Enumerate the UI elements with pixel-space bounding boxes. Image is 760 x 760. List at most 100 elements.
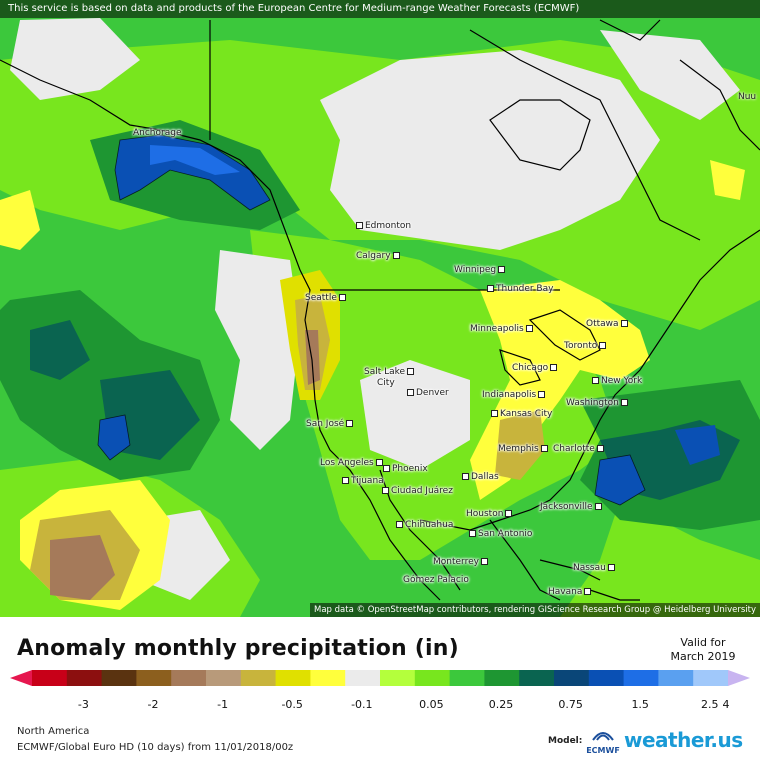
zone-white-plains: [360, 360, 470, 470]
city-label-indianapolis: Indianapolis: [482, 390, 547, 400]
legend-tick-label: 0.75: [558, 698, 583, 711]
valid-month: March 2019: [670, 650, 736, 663]
coastlines: [0, 19, 760, 601]
city-marker: [592, 377, 599, 384]
city-marker: [594, 503, 602, 510]
city-marker: [550, 364, 558, 371]
city-label-san-antonio: San Antonio: [467, 529, 532, 539]
legend-swatch: [693, 670, 729, 686]
city-marker: [540, 445, 548, 452]
city-label-gomez-palacio: Gómez Palacio: [403, 575, 469, 585]
city-marker: [596, 445, 604, 452]
ecmwf-logo-icon: [592, 732, 614, 741]
zone-white-rockies: [215, 250, 300, 450]
disclaimer-bar: This service is based on data and produc…: [0, 0, 760, 18]
legend-swatch: [554, 670, 590, 686]
model-label: Model:: [548, 736, 583, 746]
city-label-edmonton: Edmonton: [354, 221, 411, 231]
city-label-tijuana: Tijuana: [340, 476, 384, 486]
city-label-calgary: Calgary: [356, 251, 402, 261]
legend-swatch: [588, 670, 625, 686]
city-marker: [407, 389, 414, 396]
city-marker: [525, 325, 533, 332]
city-label-thunder-bay: Thunder Bay: [485, 284, 553, 294]
city-marker: [382, 487, 389, 494]
zone-yellow-ne: [710, 160, 745, 200]
city-label-toronto: Toronto: [564, 341, 608, 351]
legend-swatch: [275, 670, 311, 686]
city-label-chihuahua: Chihuahua: [394, 520, 453, 530]
ecmwf-logo: ECMWF: [586, 726, 620, 755]
valid-label: Valid for: [680, 636, 726, 649]
city-label-minneapolis: Minneapolis: [470, 324, 535, 334]
zone-white-alaska-north: [10, 18, 140, 100]
city-marker: [607, 564, 615, 571]
city-label-winnipeg: Winnipeg: [454, 265, 507, 275]
zone-blue-atlantic-1: [595, 455, 645, 505]
city-label-washington: Washington: [566, 398, 630, 408]
city-marker: [584, 588, 592, 595]
city-marker: [469, 530, 476, 537]
legend-swatch: [101, 670, 137, 686]
city-label-kansas-city: Kansas City: [489, 409, 552, 419]
legend-tick-label: -3: [78, 698, 89, 711]
map-attribution: Map data © OpenStreetMap contributors, r…: [310, 603, 760, 617]
city-label-salt-lake-city-line2: City: [377, 378, 395, 388]
city-label-anchorage: Anchorage: [133, 128, 182, 138]
zone-blue-pacific: [98, 415, 130, 460]
city-label-nassau: Nassau: [573, 563, 617, 573]
valid-date: Valid for March 2019: [658, 636, 748, 664]
ecmwf-logo-text: ECMWF: [586, 746, 620, 755]
zone-light-green-se: [560, 500, 760, 617]
legend-swatch: [414, 670, 451, 686]
legend-swatch: [519, 670, 555, 686]
legend-tick-label: -0.5: [281, 698, 302, 711]
legend-swatch: [310, 670, 346, 686]
legend-tick-label: -0.1: [351, 698, 372, 711]
city-label-phoenix: Phoenix: [381, 464, 428, 474]
city-marker: [498, 266, 506, 273]
city-label-monterrey: Monterrey: [433, 557, 490, 567]
footer-info: North America ECMWF/Global Euro HD (10 d…: [17, 724, 293, 756]
legend-swatch: [206, 670, 242, 686]
city-label-salt-lake-city: Salt Lake: [364, 367, 416, 377]
city-marker: [392, 252, 400, 259]
zone-yellow-nw-edge: [0, 190, 40, 250]
weather-us-logo: weather.us: [624, 728, 743, 752]
zone-white-arctic: [600, 30, 740, 120]
legend-swatch: [380, 670, 416, 686]
city-marker: [480, 558, 488, 565]
city-label-los-angeles: Los Angeles: [320, 458, 385, 468]
city-label-memphis: Memphis: [498, 444, 550, 454]
precipitation-color-legend: -3 -2 -1 -0.5 -0.1 0.05 0.25 0.75 1.5 2.5 4: [10, 670, 750, 711]
legend-swatch: [136, 670, 172, 686]
city-marker: [342, 477, 349, 484]
city-label-seattle: Seattle: [305, 293, 348, 303]
model-run-label: ECMWF/Global Euro HD (10 days) from 11/0…: [17, 742, 294, 753]
zone-olive-south: [495, 410, 545, 480]
region-label: North America: [17, 726, 90, 737]
legend-swatch: [345, 670, 381, 686]
city-marker: [462, 473, 469, 480]
legend-swatch: [32, 670, 68, 686]
legend-tick-label: 0.05: [419, 698, 444, 711]
legend-swatch: [171, 670, 207, 686]
zone-brown-pacific: [50, 535, 115, 600]
city-marker: [375, 459, 383, 466]
city-marker: [356, 222, 363, 229]
city-label-ciudad-juarez: Ciudad Juárez: [380, 486, 453, 496]
legend-arrow-left: [10, 670, 32, 686]
zone-blue-atlantic-2: [675, 425, 720, 465]
legend-swatch: [240, 670, 277, 686]
legend-tick-label: 0.25: [489, 698, 514, 711]
legend-tick-label: 2.5: [701, 698, 719, 711]
city-label-nuuk-partial: Nuu: [738, 92, 757, 102]
city-marker: [620, 320, 628, 327]
city-marker: [407, 368, 415, 375]
city-marker: [383, 465, 390, 472]
city-marker: [505, 510, 513, 517]
city-marker: [396, 521, 403, 528]
city-label-charlotte: Charlotte: [553, 444, 606, 454]
zone-lightblue-alaska: [150, 145, 240, 175]
city-marker: [538, 391, 546, 398]
